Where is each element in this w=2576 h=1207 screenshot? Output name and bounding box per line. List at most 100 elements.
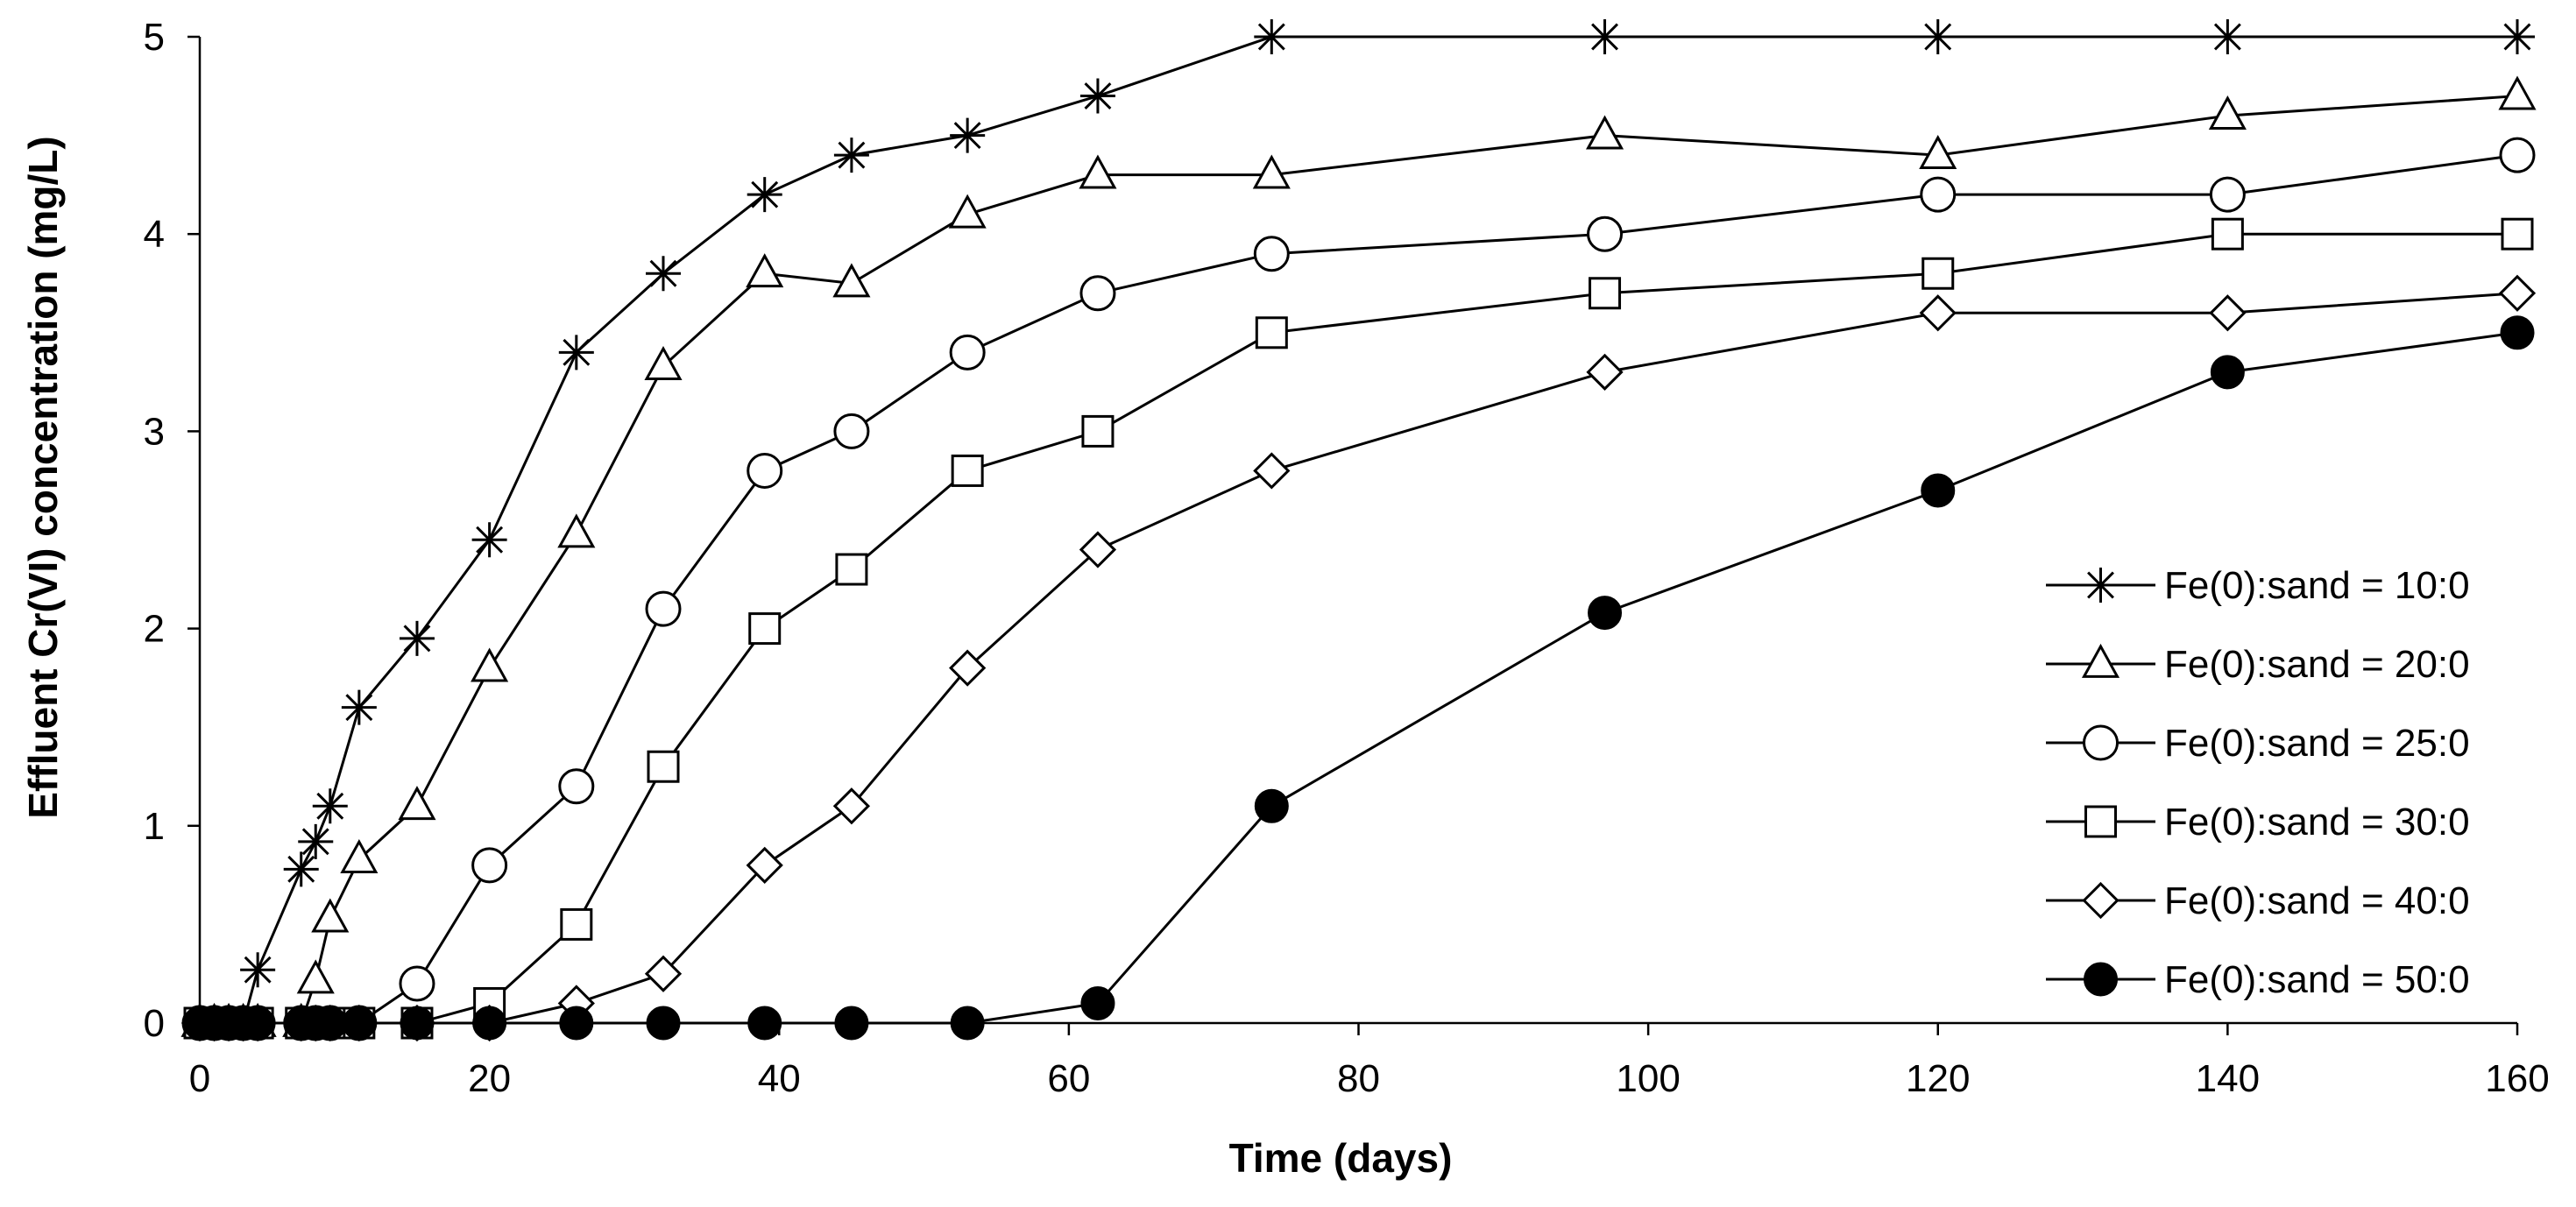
data-point	[832, 263, 871, 298]
triangle-marker-shape	[746, 253, 784, 288]
data-point	[2500, 315, 2535, 350]
y-tick-label: 0	[144, 1002, 165, 1045]
y-tick-label: 3	[144, 410, 165, 453]
square-marker-shape	[2084, 805, 2117, 838]
asterisk-marker-shape	[1079, 78, 1115, 114]
data-point	[747, 177, 782, 213]
diamond-marker-shape	[1919, 294, 1957, 332]
diamond-marker-shape	[832, 787, 871, 825]
data-point	[1255, 316, 1288, 349]
x-tick-label: 80	[1337, 1057, 1380, 1100]
data-point	[1589, 277, 1622, 310]
triangle-marker-shape	[1079, 154, 1117, 189]
data-point	[1921, 473, 1956, 508]
data-point	[834, 1006, 869, 1041]
open-circle-marker-shape	[1587, 215, 1624, 252]
data-point	[950, 1006, 985, 1041]
legend-label: Fe(0):sand = 20:0	[2164, 643, 2470, 686]
triangle-marker-shape	[644, 345, 683, 380]
asterisk-marker-shape	[833, 138, 869, 173]
data-point	[2209, 176, 2246, 213]
data-point	[2499, 137, 2536, 173]
filled-circle-marker-shape	[472, 1006, 507, 1041]
data-point	[644, 955, 683, 992]
legend-item: Fe(0):sand = 25:0	[2046, 722, 2470, 765]
triangle-marker-shape	[2208, 95, 2247, 130]
data-point	[340, 838, 379, 873]
axes-layer: 0 1 2 3 4 5 0 20 40 60 80 100 120 140 160	[144, 16, 2550, 1100]
legend-item: Fe(0):sand = 30:0	[2046, 801, 2470, 843]
asterisk-marker-shape	[298, 823, 334, 859]
diamond-marker-shape	[1253, 452, 1291, 490]
filled-circle-marker-shape	[747, 1006, 782, 1041]
series-6	[182, 315, 2535, 1041]
data-point	[1919, 135, 1957, 170]
filled-circle-marker-shape	[646, 1006, 681, 1041]
legend-item: Fe(0):sand = 10:0	[2046, 564, 2470, 607]
data-point	[746, 253, 784, 288]
filled-circle-marker-shape	[1254, 788, 1289, 823]
legend-marker	[2082, 881, 2120, 920]
square-marker-shape	[1255, 316, 1288, 349]
asterisk-marker-shape	[2500, 19, 2535, 54]
open-circle-marker-shape	[949, 334, 986, 371]
filled-circle-marker-shape	[1921, 473, 1956, 508]
y-tick-label: 2	[144, 608, 165, 651]
asterisk-marker-shape	[558, 335, 594, 371]
data-point	[1585, 115, 1624, 150]
open-circle-marker-shape	[399, 965, 435, 1002]
open-circle-marker-shape	[2209, 176, 2246, 213]
data-point	[298, 823, 334, 859]
triangle-marker-shape	[1919, 135, 1957, 170]
diamond-marker-shape	[746, 846, 783, 884]
x-tick-label: 160	[2485, 1057, 2549, 1100]
data-point	[2210, 355, 2245, 390]
data-point	[1254, 788, 1289, 823]
open-circle-marker-shape	[1253, 236, 1290, 272]
data-point	[560, 907, 593, 941]
data-point	[400, 1006, 435, 1041]
data-point	[471, 847, 508, 884]
data-point	[1587, 215, 1624, 252]
diamond-marker-shape	[2498, 274, 2537, 312]
data-point	[644, 345, 683, 380]
open-circle-marker-shape	[558, 768, 595, 805]
data-point	[296, 959, 335, 994]
data-point	[312, 788, 348, 824]
data-point	[1252, 154, 1291, 189]
data-point	[747, 452, 783, 489]
data-point	[1080, 985, 1115, 1020]
filled-circle-marker-shape	[2500, 315, 2535, 350]
filled-circle-marker-shape	[313, 1006, 348, 1041]
asterisk-marker-shape	[2083, 568, 2119, 603]
data-point	[2498, 274, 2537, 312]
open-circle-marker-shape	[1079, 275, 1116, 312]
data-point	[1081, 414, 1115, 448]
data-point	[747, 1006, 782, 1041]
asterisk-marker-shape	[2210, 19, 2246, 54]
x-tick-label: 100	[1616, 1057, 1680, 1100]
triangle-marker-shape	[1252, 154, 1291, 189]
data-point	[1920, 19, 1956, 54]
data-point	[949, 649, 987, 687]
data-point	[2498, 75, 2537, 110]
data-point	[832, 787, 871, 825]
asterisk-marker-shape	[312, 788, 348, 824]
legend-label: Fe(0):sand = 30:0	[2164, 801, 2470, 843]
open-circle-marker-shape	[747, 452, 783, 489]
asterisk-marker-shape	[646, 256, 681, 292]
data-point	[1079, 154, 1117, 189]
legend-label: Fe(0):sand = 50:0	[2164, 958, 2470, 1001]
data-point	[2208, 95, 2247, 130]
square-marker-shape	[2211, 217, 2244, 251]
data-point	[471, 647, 509, 682]
filled-circle-marker-shape	[342, 1006, 377, 1041]
data-point	[398, 786, 436, 821]
data-point	[948, 194, 987, 229]
data-point	[833, 138, 869, 173]
triangle-marker-shape	[948, 194, 987, 229]
data-point	[748, 612, 782, 646]
triangle-marker-shape	[1585, 115, 1624, 150]
square-marker-shape	[835, 553, 868, 586]
